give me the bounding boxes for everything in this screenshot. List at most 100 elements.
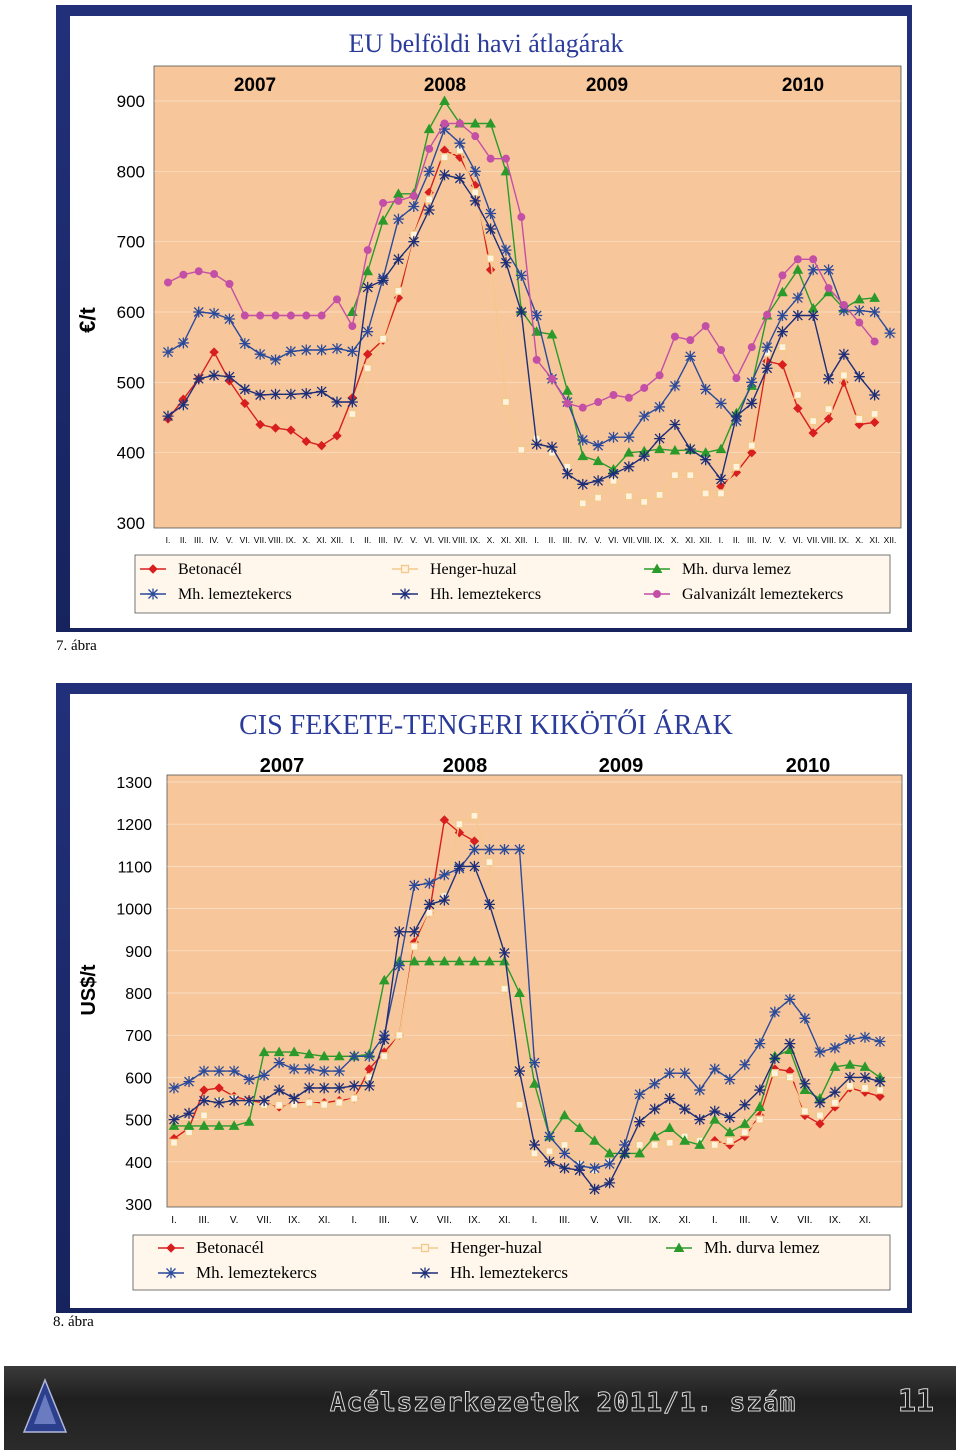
data-point <box>454 137 466 149</box>
data-point <box>823 414 834 424</box>
x-tick-label: V. <box>594 535 601 545</box>
data-point <box>499 955 510 966</box>
data-point <box>498 844 510 856</box>
data-point <box>784 993 796 1005</box>
data-point <box>754 1038 766 1050</box>
data-point <box>378 1033 390 1045</box>
data-point <box>243 1116 255 1126</box>
legend-label: Mh. durva lemez <box>704 1238 820 1257</box>
x-tick-label: XII. <box>699 535 712 545</box>
data-point <box>393 960 405 972</box>
data-point <box>562 385 573 395</box>
data-point <box>532 355 541 364</box>
data-point <box>769 1052 781 1064</box>
data-point <box>305 1098 314 1107</box>
data-point <box>747 447 757 458</box>
data-point <box>544 1156 556 1168</box>
x-tick-label: XII. <box>884 535 897 545</box>
data-point <box>380 1052 389 1061</box>
data-point <box>301 436 311 447</box>
data-point <box>514 987 525 997</box>
data-point <box>303 1048 315 1059</box>
data-point <box>784 1038 796 1050</box>
data-point <box>179 270 188 279</box>
data-point <box>517 213 526 222</box>
chart1-title: EU belföldi havi átlagárak <box>348 29 623 58</box>
y-tick-label: 600 <box>125 1070 152 1087</box>
legend-item-hh-lemeztekercs: Hh. lemeztekercs <box>412 1263 568 1282</box>
data-point <box>654 443 665 454</box>
x-tick-label: XII. <box>331 535 344 545</box>
data-point <box>604 1177 616 1189</box>
data-point <box>823 264 835 276</box>
data-point <box>746 376 758 388</box>
data-point <box>793 255 802 264</box>
chart2-gridlines <box>167 781 902 1163</box>
data-point <box>273 1057 285 1069</box>
data-point <box>439 955 450 966</box>
data-point <box>485 265 496 275</box>
data-point <box>331 396 343 408</box>
data-point <box>213 1120 225 1130</box>
legend-item-betonacel: Betonacél <box>158 1238 264 1257</box>
series-galvanizalt-lemeztekercs <box>164 119 879 412</box>
data-point <box>302 311 311 320</box>
y-tick-label: 1100 <box>118 859 153 876</box>
x-tick-label: XI. <box>859 1215 871 1226</box>
data-point <box>799 1012 811 1024</box>
data-point <box>589 1162 601 1174</box>
data-point <box>654 433 666 445</box>
data-point <box>724 1126 736 1137</box>
data-point <box>694 1114 706 1126</box>
data-point <box>469 165 481 177</box>
data-point <box>254 389 266 401</box>
data-point <box>592 455 604 466</box>
data-point <box>255 419 265 430</box>
data-point <box>792 292 804 304</box>
data-point <box>408 955 420 966</box>
chart1: 300 400 500 600 700 800 900 I. II. III. IV. V. VI. V… <box>56 5 912 632</box>
series-line <box>167 149 492 447</box>
x-tick-label: IX. <box>468 1215 480 1226</box>
data-point <box>454 172 466 184</box>
chart2-year-2008: 2008 <box>443 755 488 777</box>
data-point <box>635 1140 644 1150</box>
x-tick-label: IX. <box>829 1215 841 1226</box>
data-point <box>438 869 450 881</box>
legend-swatch-marker <box>673 1242 685 1252</box>
data-point <box>529 1057 541 1069</box>
legend-label: Mh. durva lemez <box>682 561 791 578</box>
chart1-gridlines <box>154 100 901 454</box>
data-point <box>724 1074 736 1086</box>
x-tick-label: VI. <box>793 535 803 545</box>
data-point <box>715 443 727 454</box>
data-point <box>838 348 850 360</box>
x-tick-label: V. <box>771 1215 780 1226</box>
data-point <box>592 475 604 487</box>
data-point <box>213 1065 225 1077</box>
data-point <box>655 371 664 380</box>
data-point <box>346 396 358 408</box>
data-point <box>483 898 495 910</box>
data-point <box>346 345 358 357</box>
data-point <box>649 1130 661 1141</box>
data-point <box>740 1128 749 1137</box>
data-point <box>483 844 495 856</box>
data-point <box>274 1100 284 1109</box>
legend-swatch-marker <box>420 1243 430 1253</box>
data-point <box>844 1071 856 1083</box>
data-point <box>408 236 420 248</box>
data-point <box>394 286 403 296</box>
data-point <box>332 431 342 441</box>
data-point <box>799 1084 811 1095</box>
data-point <box>350 1094 359 1103</box>
legend-label: Betonacél <box>178 561 243 578</box>
figure-caption-8: 8. ábra <box>53 1314 94 1330</box>
chart1-year-2010: 2010 <box>782 75 824 96</box>
y-tick-label: 500 <box>117 373 145 392</box>
x-tick-label: IX. <box>839 535 849 545</box>
chart2-ylabel: US$/t <box>78 964 100 1015</box>
data-point <box>288 1063 300 1075</box>
legend-swatch-marker <box>651 563 663 573</box>
data-point <box>378 974 390 985</box>
